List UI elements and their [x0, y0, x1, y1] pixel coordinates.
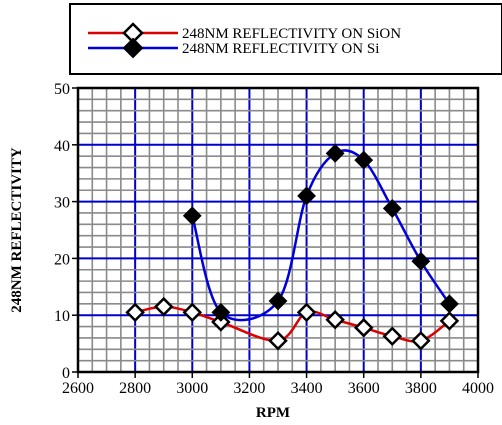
y-axis-ticks: 0 10 20 30 40 50	[54, 81, 78, 382]
legend-box	[69, 3, 502, 75]
y-tick-label: 40	[54, 138, 70, 155]
x-tick-label: 3000	[176, 380, 208, 397]
legend-marker-si	[122, 37, 144, 59]
series-layer	[125, 143, 460, 351]
x-tick-label: 3400	[291, 380, 323, 397]
data-point-sion	[411, 330, 431, 351]
data-point-sion	[125, 302, 145, 323]
y-tick-label: 0	[62, 365, 70, 382]
grid	[78, 88, 478, 372]
data-point-si	[297, 186, 316, 206]
data-point-sion	[382, 326, 403, 346]
data-point-sion	[182, 302, 203, 323]
data-point-si	[354, 150, 374, 170]
x-axis-ticks: 2600 2800 3000 3200 3400 3600 3800 4000	[62, 372, 494, 397]
legend-label-si: 248NM REFLECTIVITY ON Si	[182, 41, 379, 57]
y-tick-label: 20	[54, 251, 70, 268]
x-tick-label: 4000	[462, 380, 494, 397]
y-tick-label: 30	[54, 195, 70, 212]
x-tick-label: 3600	[348, 380, 380, 397]
data-point-si	[382, 199, 402, 218]
data-point-si	[411, 251, 431, 271]
legend: 248NM REFLECTIVITY ON SiON 248NM REFLECT…	[69, 3, 502, 75]
data-point-sion	[296, 302, 317, 323]
data-point-sion	[211, 312, 231, 332]
legend-label-sion: 248NM REFLECTIVITY ON SiON	[182, 26, 401, 42]
data-point-si	[182, 206, 202, 226]
y-tick-label: 50	[54, 81, 70, 98]
x-tick-label: 2600	[62, 380, 94, 397]
y-tick-label: 10	[54, 308, 70, 325]
x-tick-label: 3200	[233, 380, 265, 397]
x-tick-label: 3800	[405, 380, 437, 397]
x-tick-label: 2800	[119, 380, 151, 397]
data-point-sion	[353, 317, 374, 338]
data-point-sion	[153, 296, 174, 317]
data-point-sion	[439, 311, 460, 331]
data-point-sion	[325, 309, 345, 330]
y-axis-title: 248NM REFLECTIVITY	[9, 147, 25, 313]
plot-area-frame	[76, 86, 480, 374]
data-point-sion	[268, 330, 288, 351]
data-point-si	[211, 302, 231, 322]
data-point-si	[440, 294, 459, 314]
x-axis-title: RPM	[256, 405, 290, 421]
data-point-si	[268, 291, 288, 311]
data-point-si	[325, 143, 345, 163]
